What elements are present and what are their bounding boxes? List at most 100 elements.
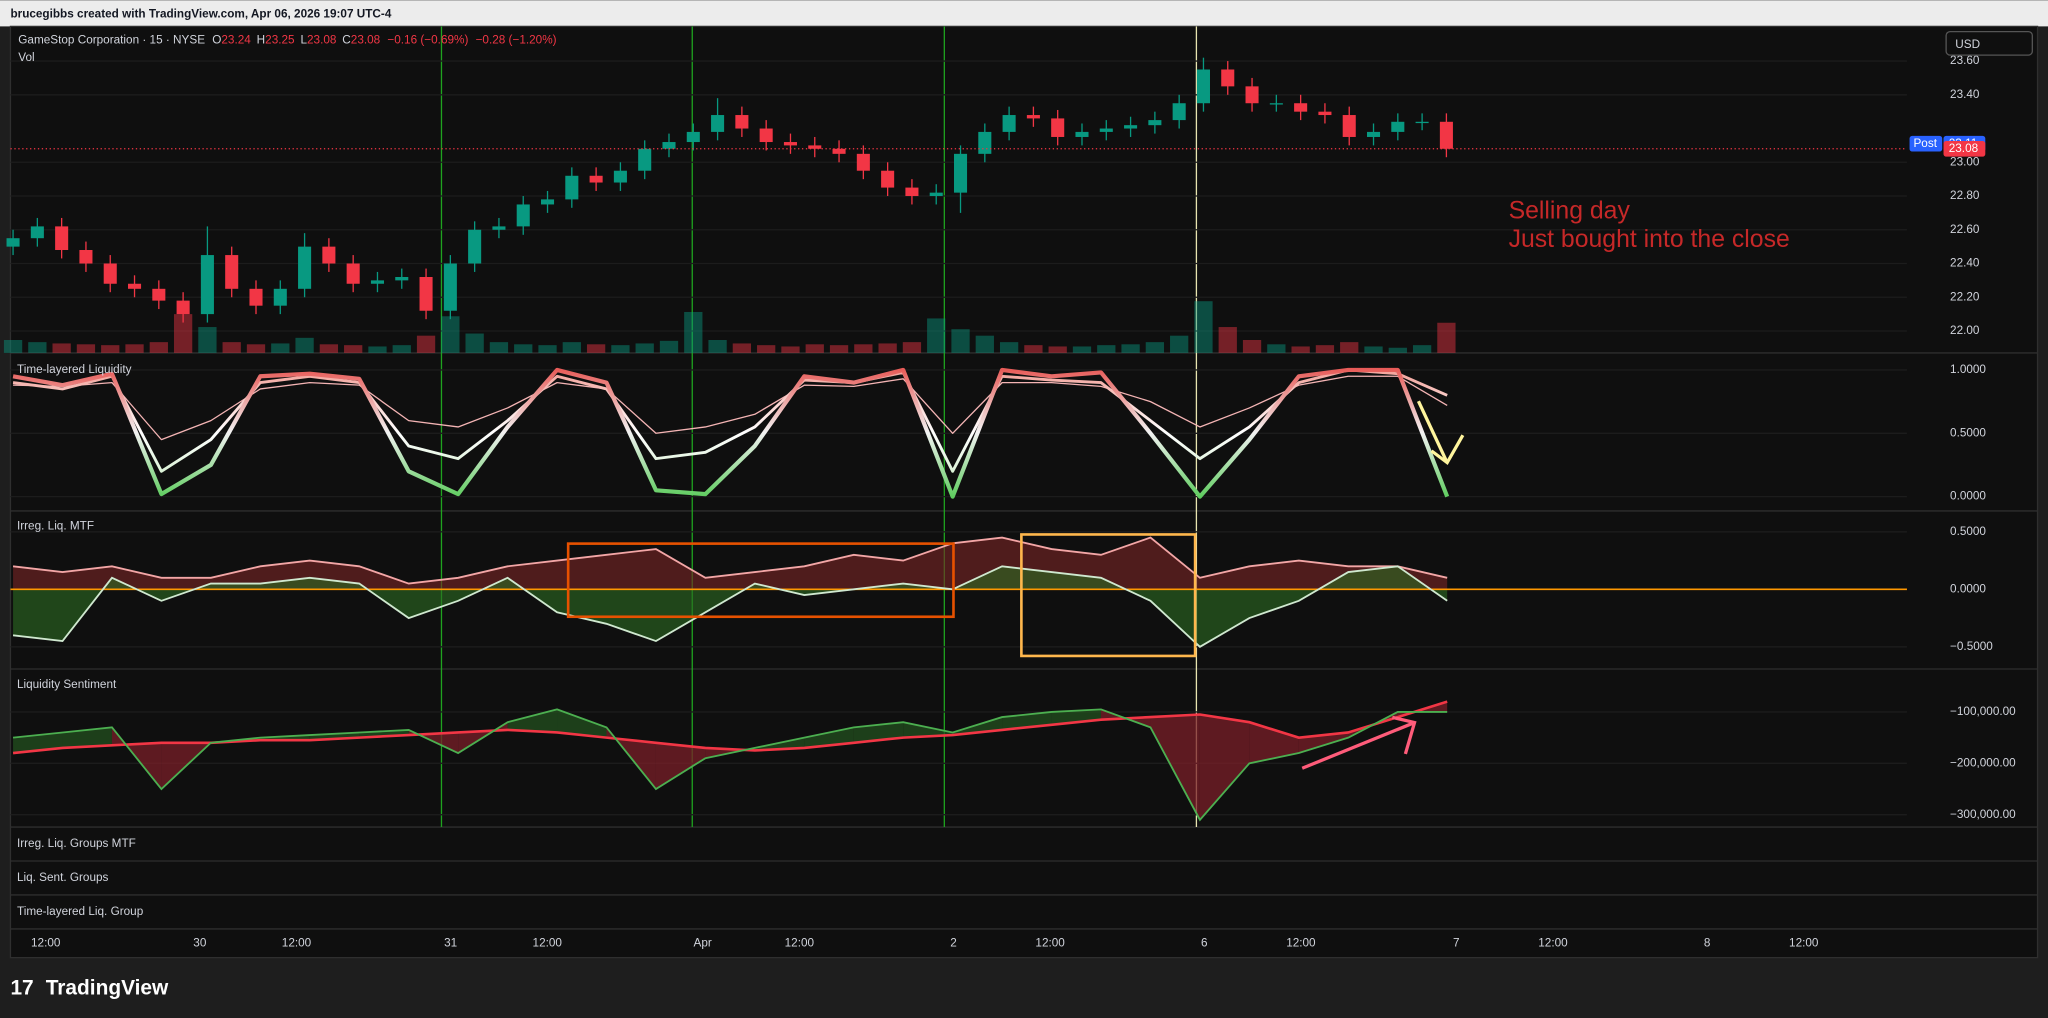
candle-body xyxy=(1051,118,1065,137)
collapsed-pane[interactable]: Irreg. Liq. Groups MTF xyxy=(17,837,136,850)
y-tick-label: −200,000.00 xyxy=(1950,756,2016,769)
candle-body xyxy=(1124,125,1138,129)
volume-bar xyxy=(732,343,752,353)
candle-body xyxy=(419,277,433,311)
arrow xyxy=(1416,400,1449,464)
volume-bar xyxy=(1048,346,1067,353)
candle-body xyxy=(128,283,142,289)
x-tick-label: 12:00 xyxy=(1286,936,1316,949)
last-price-box xyxy=(1943,140,1986,157)
volume-bar xyxy=(149,342,168,353)
candle-body xyxy=(929,192,943,197)
volume-bar xyxy=(101,345,120,353)
candle-body xyxy=(152,288,166,301)
x-tick-label: 12:00 xyxy=(1789,936,1819,949)
volume-bar xyxy=(1194,301,1213,353)
volume-bar xyxy=(1340,342,1359,353)
candle-body xyxy=(30,226,44,239)
credit: brucegibbs created with TradingView.com,… xyxy=(10,8,391,21)
candle-body xyxy=(1075,131,1089,137)
x-tick-label: 6 xyxy=(1201,936,1208,949)
candle-body xyxy=(79,250,93,264)
volume-bar xyxy=(635,343,654,353)
candle-body xyxy=(1221,69,1235,87)
volume-bar xyxy=(198,327,217,353)
currency[interactable]: USD xyxy=(1955,38,1980,51)
volume-bar xyxy=(805,344,824,353)
volume-bar xyxy=(222,342,241,353)
candle-body xyxy=(249,288,263,306)
volume-label: Vol xyxy=(18,51,34,64)
collapsed-pane[interactable]: Time-layered Liq. Group xyxy=(17,905,144,918)
x-tick-label: 12:00 xyxy=(1035,936,1065,949)
candle-body xyxy=(808,145,822,149)
band-fill xyxy=(62,727,112,748)
band-fill xyxy=(1199,714,1250,820)
x-tick-label: 7 xyxy=(1453,936,1460,949)
volume-bar xyxy=(1291,346,1310,353)
volume-bar xyxy=(1388,347,1407,353)
candle-body xyxy=(638,148,652,171)
volume-bar xyxy=(611,345,630,353)
volume-bar xyxy=(562,342,581,353)
candle-body xyxy=(6,238,20,247)
candle-body xyxy=(443,263,457,311)
footer: 17 TradingView xyxy=(10,977,169,1000)
band-fill xyxy=(1150,714,1200,820)
indicator-line xyxy=(12,367,1450,499)
collapsed-pane[interactable]: Liq. Sent. Groups xyxy=(17,871,109,884)
candle-body xyxy=(1148,120,1162,126)
x-tick-label: 12:00 xyxy=(533,936,563,949)
y-tick-label: 22.60 xyxy=(1950,223,1980,236)
x-tick-label: 30 xyxy=(193,936,207,949)
indicator-line xyxy=(12,708,1448,822)
symbol: GameStop Corporation · 15 · NYSE xyxy=(18,34,205,47)
candle-body xyxy=(662,142,676,149)
x-tick-label: 8 xyxy=(1704,936,1711,949)
candle-body xyxy=(832,148,846,154)
volume-bar xyxy=(854,344,873,353)
candle-body xyxy=(686,131,700,143)
y-tick-label: 23.40 xyxy=(1950,88,1980,101)
candle-body xyxy=(905,187,919,197)
annotation: Just bought into the close xyxy=(1509,226,1790,253)
candle-body xyxy=(856,153,870,171)
candle-body xyxy=(613,170,627,183)
volume-bar xyxy=(271,343,290,353)
ohlc-key: O xyxy=(212,34,221,47)
y-tick-label: 22.00 xyxy=(1950,324,1980,337)
volume-bar xyxy=(902,342,922,353)
volume-bar xyxy=(684,311,703,353)
ohlc-key: C xyxy=(342,34,351,47)
volume-bar xyxy=(246,344,266,353)
candle-body xyxy=(55,226,69,251)
candle-body xyxy=(322,246,336,264)
x-tick-label: 12:00 xyxy=(785,936,815,949)
candle-body xyxy=(735,115,749,129)
candle-body xyxy=(298,246,312,289)
arrow xyxy=(1301,721,1416,770)
drawings xyxy=(566,400,1465,770)
candle-body xyxy=(565,175,579,200)
ohlc-value: 23.25 xyxy=(265,34,295,47)
candle-body xyxy=(200,255,214,315)
y-tick-label: −100,000.00 xyxy=(1950,705,2016,718)
y-tick-label: 22.40 xyxy=(1950,257,1980,270)
volume-bar xyxy=(1364,346,1383,353)
volume-bar xyxy=(1267,344,1286,353)
currency-button[interactable] xyxy=(1945,30,2033,56)
volume-bar xyxy=(295,337,314,353)
candle-body xyxy=(540,199,555,205)
candle-body xyxy=(783,142,797,146)
volume-bar xyxy=(319,344,339,353)
candle-body xyxy=(395,277,409,281)
volume-bar xyxy=(878,343,897,353)
volume-bar xyxy=(951,329,970,353)
candle-body xyxy=(978,131,992,154)
volume-bar xyxy=(368,346,387,353)
candle-body xyxy=(468,229,482,264)
volume-bar xyxy=(28,342,47,353)
y-tick-label: 0.0000 xyxy=(1950,490,1986,503)
y-tick-label: 0.5000 xyxy=(1950,525,1986,538)
